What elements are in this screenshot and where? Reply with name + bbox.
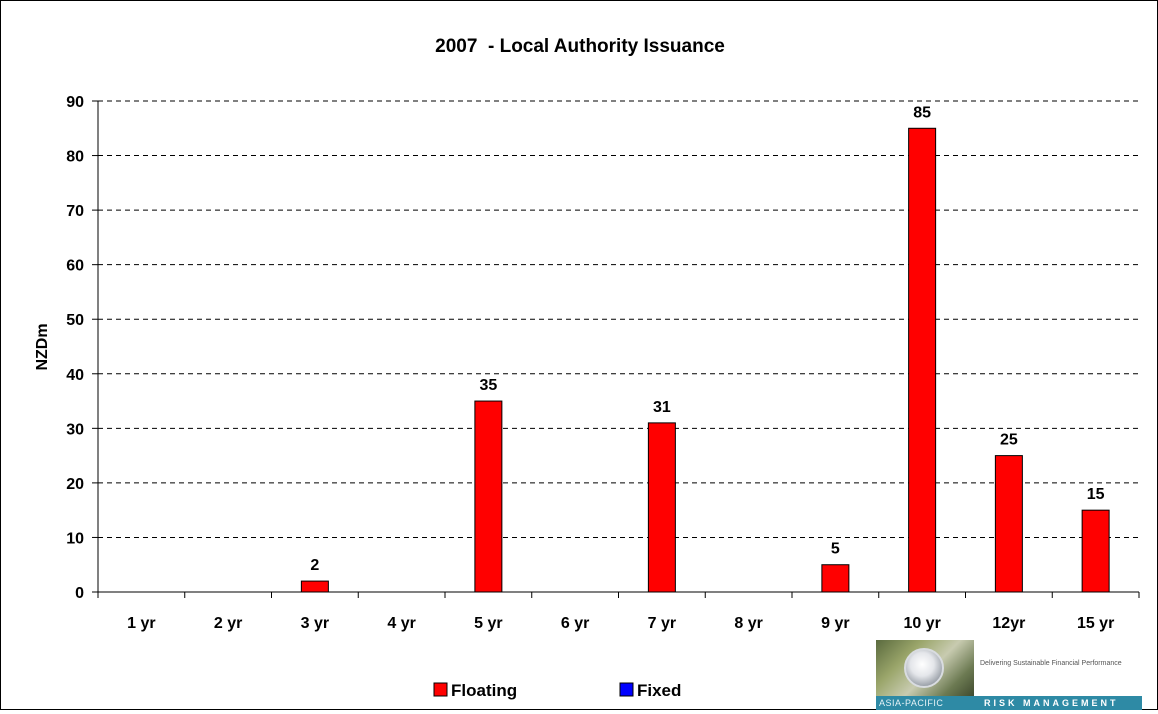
x-tick-label: 10 yr: [903, 615, 940, 632]
y-tick-label: 80: [66, 149, 84, 166]
x-tick-label: 3 yr: [301, 615, 329, 632]
legend: Floating Fixed: [433, 681, 681, 700]
logo-bar: [876, 696, 1142, 710]
axes: [92, 100, 1140, 598]
bar-floating: [474, 400, 503, 593]
y-tick-label: 10: [66, 530, 84, 547]
x-tick-label: 2 yr: [214, 615, 242, 632]
legend-label-floating: Floating: [451, 681, 517, 700]
x-axis-ticks: 1 yr 2 yr 3 yr 4 yr 5 yr 6 yr 7 yr 8 yr 9 yr 10 y…: [127, 615, 1114, 632]
logo-tagline: Delivering Sustainable Financial Perform…: [980, 660, 1122, 667]
bar-data-labels: 2 35 31 5 85 25 15: [310, 104, 1104, 574]
y-axis-ticks: 0 10 20 30 40 50 60 70 80 90: [66, 94, 84, 602]
x-tick-label: 1 yr: [127, 615, 155, 632]
legend-swatch-fixed: [619, 682, 634, 697]
y-tick-label: 70: [66, 203, 84, 220]
bar-value-label: 5: [831, 541, 840, 558]
x-tick-label: 4 yr: [387, 615, 415, 632]
bar-floating: [994, 455, 1023, 593]
bar-floating: [908, 127, 937, 593]
bar-value-label: 25: [1000, 432, 1018, 449]
y-tick-label: 50: [66, 312, 84, 329]
chart-title: 2007 - Local Authority Issuance: [435, 36, 725, 57]
bars: [300, 127, 1110, 593]
bar-value-label: 31: [653, 399, 671, 416]
y-tick-label: 30: [66, 421, 84, 438]
x-tick-label: 15 yr: [1077, 615, 1114, 632]
y-tick-label: 20: [66, 476, 84, 493]
x-tick-label: 7 yr: [648, 615, 676, 632]
y-tick-label: 60: [66, 258, 84, 275]
y-tick-label: 0: [75, 585, 84, 602]
legend-swatch-floating: [433, 682, 448, 697]
x-tick-label: 12yr: [992, 615, 1025, 632]
bar-value-label: 85: [913, 104, 931, 121]
bar-floating: [1081, 509, 1110, 593]
legend-label-fixed: Fixed: [637, 681, 681, 700]
y-axis-label: NZDm: [34, 323, 51, 370]
y-tick-label: 90: [66, 94, 84, 111]
y-tick-label: 40: [66, 367, 84, 384]
x-tick-label: 5 yr: [474, 615, 502, 632]
bar-floating: [647, 422, 676, 593]
logo-left-text: ASIA-PACIFIC: [879, 698, 944, 708]
bar-value-label: 35: [479, 377, 497, 394]
company-logo: Delivering Sustainable Financial Perform…: [876, 640, 1142, 710]
logo-right-text: RISK MANAGEMENT: [984, 698, 1119, 708]
x-tick-label: 6 yr: [561, 615, 589, 632]
bar-value-label: 15: [1087, 486, 1105, 503]
x-tick-label: 9 yr: [821, 615, 849, 632]
logo-image: [876, 640, 974, 696]
bar-floating: [821, 564, 850, 593]
gridlines: [98, 100, 1139, 538]
logo-disc-icon: [904, 648, 944, 688]
bar-floating: [300, 580, 329, 593]
x-tick-label: 8 yr: [734, 615, 762, 632]
bar-value-label: 2: [310, 557, 319, 574]
